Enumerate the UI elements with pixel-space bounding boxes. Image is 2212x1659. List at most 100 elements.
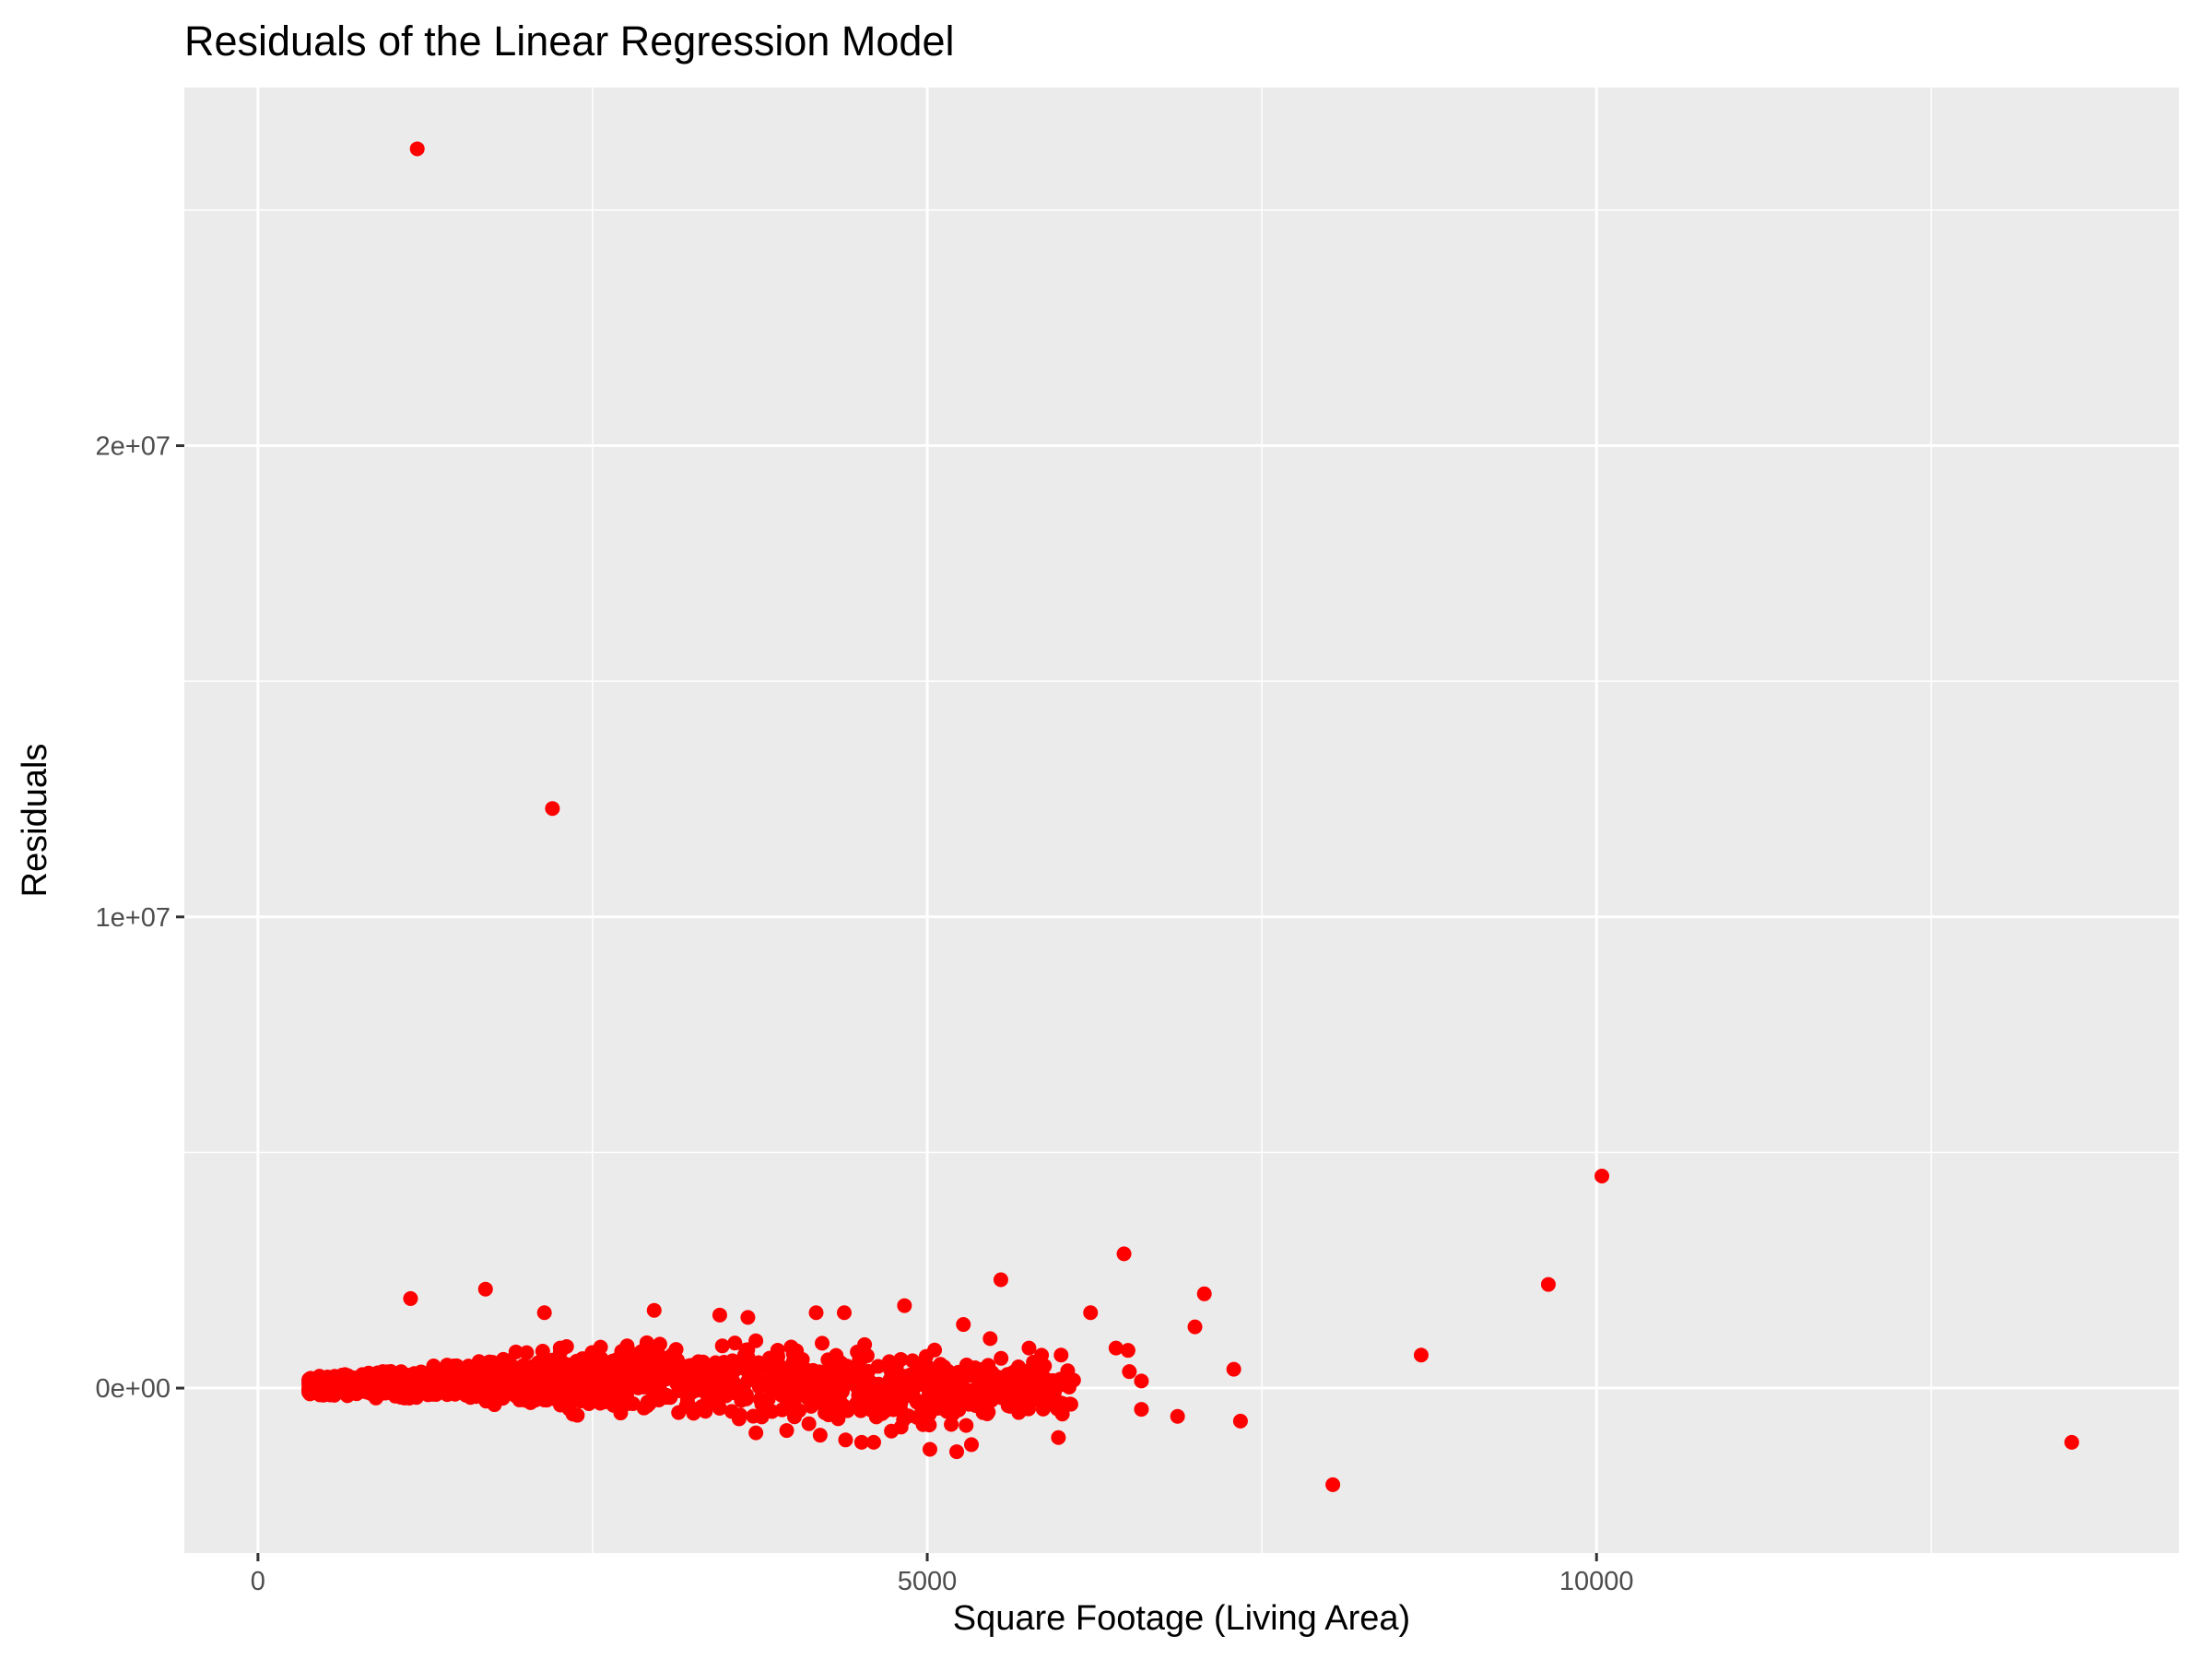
data-point bbox=[841, 1375, 856, 1391]
data-point bbox=[553, 1397, 569, 1413]
data-point bbox=[1594, 1168, 1610, 1183]
data-point bbox=[653, 1389, 668, 1405]
data-point bbox=[712, 1400, 727, 1416]
data-point bbox=[488, 1374, 503, 1390]
data-point bbox=[789, 1404, 805, 1419]
data-point bbox=[869, 1389, 885, 1405]
x-axis-label: Square Footage (Living Area) bbox=[953, 1599, 1410, 1638]
major-gridlines bbox=[184, 88, 2179, 1553]
data-point bbox=[508, 1344, 524, 1359]
data-points bbox=[301, 141, 2079, 1492]
data-point bbox=[1196, 1286, 1212, 1301]
data-point bbox=[857, 1365, 873, 1381]
data-point bbox=[613, 1406, 629, 1421]
data-point bbox=[519, 1345, 535, 1360]
data-point bbox=[703, 1379, 719, 1394]
data-point bbox=[778, 1390, 794, 1406]
data-point bbox=[855, 1397, 871, 1413]
y-axis-label: Residuals bbox=[16, 744, 54, 898]
data-point bbox=[314, 1375, 330, 1391]
data-point bbox=[1226, 1361, 1241, 1377]
data-point bbox=[1041, 1390, 1056, 1406]
data-point bbox=[779, 1423, 794, 1439]
data-point bbox=[754, 1392, 770, 1407]
data-point bbox=[838, 1432, 853, 1448]
data-point bbox=[897, 1298, 912, 1313]
y-tick-label: 2e+07 bbox=[96, 432, 171, 462]
data-point bbox=[658, 1371, 674, 1387]
data-point bbox=[925, 1392, 941, 1407]
data-point bbox=[1013, 1363, 1029, 1379]
data-point bbox=[409, 141, 425, 157]
data-point bbox=[982, 1331, 998, 1347]
data-point bbox=[812, 1394, 828, 1409]
data-point bbox=[793, 1383, 808, 1399]
data-point bbox=[952, 1371, 968, 1386]
minor-gridlines bbox=[184, 88, 2179, 1553]
data-point bbox=[702, 1359, 718, 1375]
data-point bbox=[467, 1372, 483, 1388]
data-point bbox=[400, 1368, 416, 1383]
data-point bbox=[583, 1352, 599, 1368]
data-point bbox=[360, 1382, 376, 1398]
data-point bbox=[764, 1383, 780, 1399]
data-point bbox=[1034, 1347, 1050, 1363]
data-point bbox=[689, 1382, 705, 1398]
data-point bbox=[892, 1388, 908, 1404]
data-point bbox=[747, 1359, 763, 1375]
data-point bbox=[959, 1358, 974, 1373]
data-point bbox=[827, 1357, 842, 1372]
data-point bbox=[302, 1376, 318, 1392]
data-point bbox=[994, 1350, 1009, 1366]
data-point bbox=[748, 1425, 764, 1441]
data-point bbox=[927, 1342, 943, 1358]
data-point bbox=[471, 1354, 487, 1370]
data-point bbox=[898, 1369, 913, 1384]
data-point bbox=[633, 1373, 649, 1389]
data-point bbox=[525, 1371, 541, 1386]
x-tick-label: 10000 bbox=[1559, 1567, 1634, 1596]
data-point bbox=[1065, 1372, 1081, 1388]
data-point bbox=[959, 1382, 974, 1398]
y-axis: 0e+00 1e+07 2e+07 bbox=[96, 432, 184, 1404]
data-point bbox=[502, 1359, 518, 1375]
data-point bbox=[587, 1371, 603, 1387]
data-point bbox=[884, 1423, 900, 1439]
data-point bbox=[922, 1418, 937, 1433]
data-point bbox=[1187, 1319, 1203, 1335]
data-point bbox=[1054, 1377, 1070, 1393]
data-point bbox=[823, 1403, 839, 1418]
data-point bbox=[869, 1405, 885, 1420]
data-point bbox=[808, 1305, 824, 1321]
x-axis: 0 5000 10000 bbox=[251, 1553, 1634, 1596]
data-point bbox=[727, 1335, 743, 1351]
data-point bbox=[545, 801, 560, 817]
data-point bbox=[908, 1392, 924, 1407]
data-point bbox=[852, 1352, 867, 1368]
data-point bbox=[1120, 1343, 1135, 1359]
data-point bbox=[1108, 1340, 1124, 1356]
data-point bbox=[722, 1371, 737, 1386]
data-point bbox=[993, 1272, 1008, 1288]
data-point bbox=[853, 1434, 869, 1450]
data-point bbox=[956, 1317, 971, 1333]
data-point bbox=[477, 1281, 493, 1297]
chart-title: Residuals of the Linear Regression Model bbox=[184, 18, 954, 65]
data-point bbox=[933, 1357, 948, 1372]
data-point bbox=[922, 1441, 937, 1457]
data-point bbox=[444, 1385, 460, 1401]
data-point bbox=[1050, 1401, 1065, 1417]
data-point bbox=[982, 1384, 997, 1400]
data-point bbox=[650, 1346, 665, 1361]
data-point bbox=[639, 1335, 654, 1350]
data-point bbox=[343, 1378, 359, 1394]
data-point bbox=[2064, 1434, 2079, 1450]
y-tick-label: 1e+07 bbox=[96, 903, 171, 933]
data-point bbox=[935, 1369, 950, 1384]
data-point bbox=[717, 1357, 733, 1372]
data-point bbox=[812, 1428, 828, 1443]
data-point bbox=[1122, 1364, 1137, 1380]
plot-panel bbox=[184, 88, 2179, 1553]
data-point bbox=[687, 1361, 702, 1377]
data-point bbox=[732, 1407, 747, 1423]
